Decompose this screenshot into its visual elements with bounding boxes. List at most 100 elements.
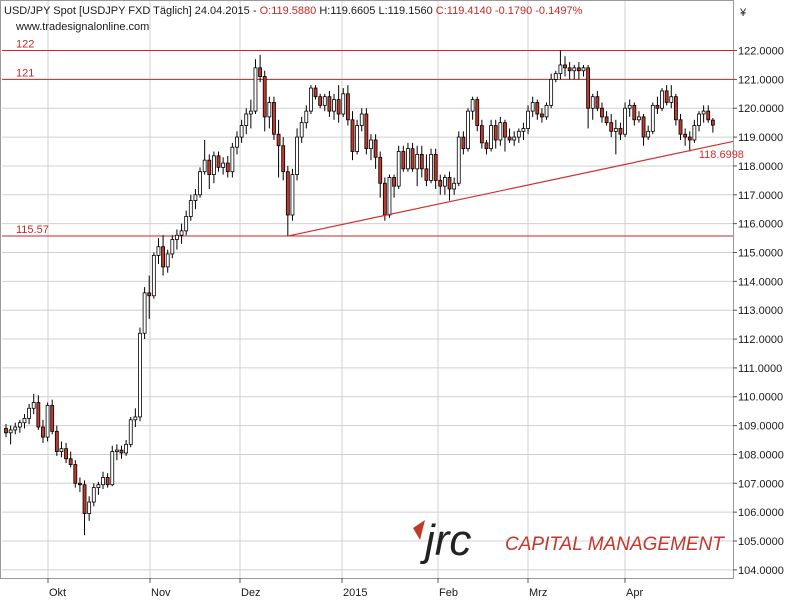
candle bbox=[526, 105, 530, 135]
candle bbox=[415, 145, 420, 187]
candle bbox=[373, 134, 378, 169]
candle bbox=[438, 174, 443, 195]
candle-body-up bbox=[91, 487, 96, 503]
horizontal-levels: 122 121 115.57 bbox=[2, 39, 733, 237]
candle bbox=[105, 473, 110, 488]
candle bbox=[225, 155, 230, 178]
candle bbox=[87, 496, 92, 521]
candle bbox=[119, 445, 124, 459]
candle-body-up bbox=[295, 136, 299, 175]
x-tick-label: Mrz bbox=[529, 587, 547, 599]
candle bbox=[595, 90, 600, 112]
candle-body-up bbox=[627, 104, 632, 109]
candle bbox=[124, 440, 129, 456]
candle-body-up bbox=[650, 104, 655, 132]
y-tick-label: 121.0000 bbox=[738, 74, 784, 86]
candle-body-down bbox=[600, 107, 604, 118]
candle-body-up bbox=[230, 146, 235, 173]
candle-body-down bbox=[563, 64, 567, 69]
candle-body-up bbox=[489, 125, 494, 150]
candle bbox=[244, 108, 249, 135]
candle bbox=[710, 118, 715, 133]
candle-body-up bbox=[692, 125, 697, 141]
candle-body-down bbox=[710, 119, 715, 126]
candle bbox=[258, 54, 263, 83]
candle bbox=[73, 460, 78, 488]
candle-body-down bbox=[424, 168, 429, 181]
candle-body-up bbox=[516, 130, 521, 138]
candle-body-down bbox=[604, 116, 609, 124]
candle bbox=[392, 174, 396, 198]
candle bbox=[281, 137, 286, 181]
candle-body-up bbox=[170, 239, 175, 255]
candle bbox=[165, 249, 170, 273]
candle bbox=[549, 73, 554, 109]
candle-body-up bbox=[581, 67, 586, 72]
candle-body-up bbox=[613, 128, 618, 132]
candle bbox=[590, 93, 595, 120]
level-label: 121 bbox=[16, 67, 34, 79]
candle bbox=[239, 119, 244, 143]
logo-accent-shape bbox=[413, 520, 425, 540]
candle bbox=[382, 177, 387, 221]
candle bbox=[429, 148, 433, 184]
candle-body-down bbox=[493, 125, 498, 141]
candle bbox=[563, 56, 567, 77]
chart-header: USD/JPY Spot [USDJPY FXD Täglich] 24.04.… bbox=[4, 5, 747, 33]
candle bbox=[461, 131, 466, 155]
candle-body-down bbox=[258, 67, 263, 77]
candle bbox=[221, 157, 226, 175]
candle bbox=[235, 131, 239, 155]
candle-body-up bbox=[406, 148, 410, 170]
candle-body-down bbox=[336, 99, 341, 115]
candle bbox=[128, 416, 133, 448]
candle bbox=[540, 108, 544, 123]
candle-body-up bbox=[512, 136, 517, 141]
candle bbox=[313, 85, 318, 100]
candle-body-down bbox=[64, 448, 68, 460]
candle-body-up bbox=[530, 102, 535, 112]
candle-body-up bbox=[17, 422, 22, 428]
candle bbox=[604, 111, 609, 126]
candle-body-up bbox=[322, 96, 327, 106]
candle bbox=[609, 114, 614, 138]
candle-body-down bbox=[586, 67, 591, 109]
candle bbox=[697, 111, 701, 132]
candle bbox=[369, 134, 373, 161]
candle bbox=[650, 102, 655, 135]
candle-body-up bbox=[114, 449, 119, 452]
candle bbox=[327, 90, 332, 117]
candle-body-up bbox=[138, 332, 142, 418]
candle bbox=[230, 142, 235, 178]
candle-body-up bbox=[623, 107, 627, 135]
candle bbox=[27, 403, 32, 425]
trendline bbox=[287, 140, 734, 237]
candle bbox=[433, 148, 438, 190]
candle-body-down bbox=[378, 156, 383, 184]
candle-body-down bbox=[216, 155, 221, 168]
candle bbox=[133, 408, 138, 428]
candle bbox=[262, 70, 267, 132]
candle-body-down bbox=[507, 136, 512, 141]
candle-body-up bbox=[175, 234, 179, 240]
y-tick-label: 114.0000 bbox=[738, 276, 783, 288]
candle bbox=[138, 327, 142, 422]
candle bbox=[641, 114, 646, 146]
candle bbox=[558, 50, 563, 80]
candle-body-up bbox=[290, 174, 295, 216]
candle bbox=[674, 93, 678, 126]
candle bbox=[632, 102, 637, 126]
y-axis: 122.0000 121.0000 120.0000 119.0000 118.0000… bbox=[733, 46, 784, 577]
candle-body-up bbox=[355, 125, 360, 152]
header-open: O:119.5880 bbox=[260, 5, 317, 17]
candle-body-up bbox=[553, 73, 558, 80]
candle bbox=[660, 88, 664, 112]
candle-body-down bbox=[105, 477, 110, 486]
candle-body-down bbox=[207, 159, 212, 175]
header-low: L:119.1560 bbox=[378, 5, 432, 17]
trendline-group: 118.6998 bbox=[287, 140, 744, 237]
candle bbox=[706, 105, 711, 123]
candle-body-up bbox=[572, 67, 577, 72]
candle-body-up bbox=[452, 182, 457, 190]
